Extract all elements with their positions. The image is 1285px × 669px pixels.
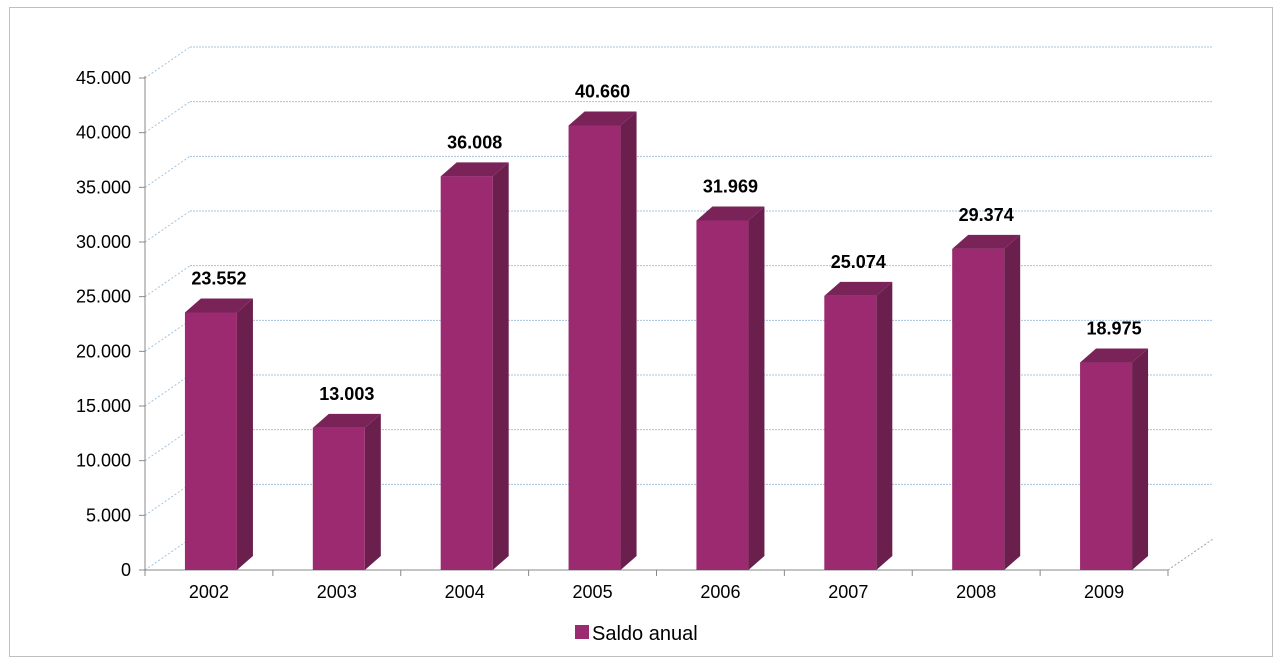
bar-top [440,162,509,177]
side-gridline [144,319,191,352]
y-tick-label: 0 [121,560,131,580]
y-tick-label: 20.000 [76,341,131,361]
bar-side [364,413,381,570]
legend-label: Saldo anual [592,623,698,645]
bar-top [568,111,637,126]
y-tick-label: 10.000 [76,451,131,471]
y-tick-label: 30.000 [76,232,131,252]
side-gridline [144,210,191,243]
bar [1080,362,1133,570]
labels: 23.552 13.003 36.008 40.660 31.969 25.074 29.3… [191,81,1141,403]
data-label: 23.552 [191,268,246,288]
x-tick-label: 2002 [189,582,229,602]
data-label: 18.975 [1087,319,1142,339]
side-gridline [144,101,191,134]
axes: 0 5.000 10.000 15.000 20.000 25.000 30.000 35.0… [76,68,1169,602]
x-tick-label: 2004 [445,582,485,602]
bar-top [824,281,893,296]
y-tick-label: 25.000 [76,287,131,307]
bar-side [748,206,765,570]
legend: Saldo anual [575,623,698,645]
bar-side [492,162,509,570]
x-tick-label: 2006 [700,582,740,602]
data-label: 29.374 [959,205,1014,225]
bar-top [1080,348,1149,363]
bar [568,125,621,570]
y-tick-label: 45.000 [76,68,131,88]
y-tick-label: 15.000 [76,396,131,416]
bar-side [236,298,253,570]
bar-top [312,413,381,428]
bar [184,312,237,570]
side-gridline [144,155,191,188]
bar-side [1004,234,1021,570]
bar-top [696,206,765,221]
side-gridline [144,429,191,462]
bar-side [1132,348,1149,570]
bar [952,248,1005,570]
floor-edge [1167,538,1214,571]
legend-swatch [575,625,589,639]
bar-top [184,298,253,313]
side-gridline [144,46,191,79]
bar-side [876,281,893,570]
bar-side [620,111,637,570]
x-tick-label: 2007 [828,582,868,602]
x-tick-label: 2005 [573,582,613,602]
x-tick-label: 2003 [317,582,357,602]
data-label: 36.008 [447,132,502,152]
x-tick-label: 2009 [1084,582,1124,602]
bar [440,176,493,570]
data-label: 40.660 [575,81,630,101]
data-label: 31.969 [703,176,758,196]
data-label: 13.003 [319,384,374,404]
bars [184,111,1149,570]
bar [312,427,365,570]
data-label: 25.074 [831,252,886,272]
side-gridline [144,483,191,516]
side-gridline [144,374,191,407]
y-tick-label: 5.000 [86,505,131,525]
bar [696,220,749,570]
bar [824,295,877,570]
x-tick-label: 2008 [956,582,996,602]
gridlines [144,46,1214,571]
side-gridline [144,538,191,571]
side-gridline [144,265,191,298]
y-tick-label: 35.000 [76,177,131,197]
bar-top [952,234,1021,249]
y-tick-label: 40.000 [76,123,131,143]
